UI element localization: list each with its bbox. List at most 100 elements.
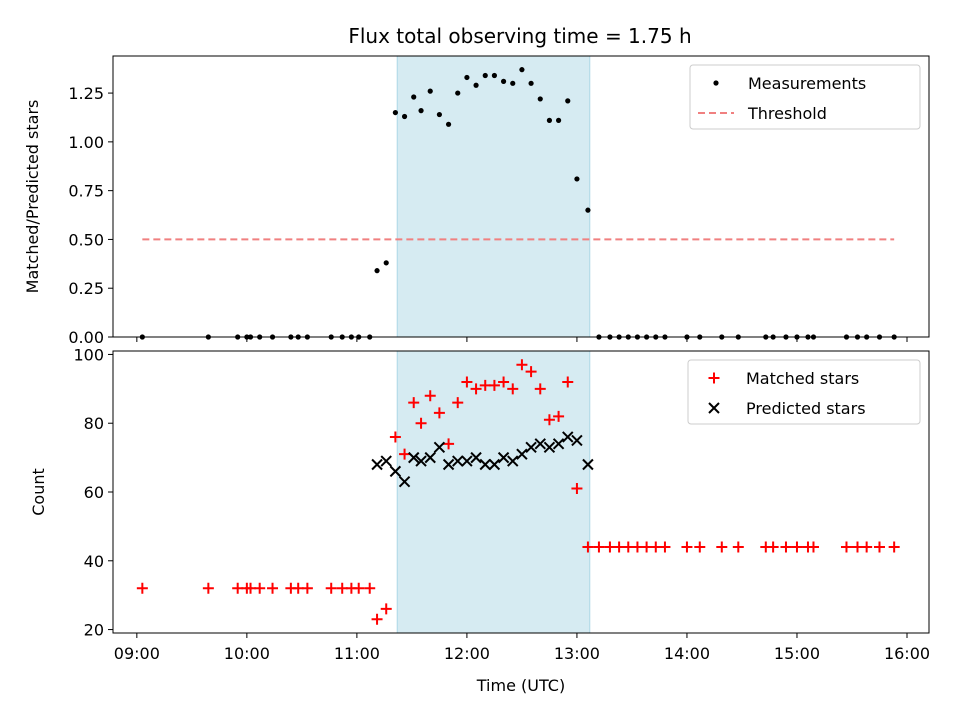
top-ytick-label: 0.25 — [68, 279, 104, 298]
matched-point — [399, 448, 411, 460]
predicted-point — [571, 434, 583, 447]
measurement-point — [427, 88, 433, 94]
matched-point — [553, 410, 565, 422]
legend-matched-marker — [708, 372, 720, 384]
matched-point — [301, 582, 313, 594]
matched-point — [452, 397, 464, 409]
legend-predicted-marker — [708, 402, 720, 414]
matched-point — [498, 376, 510, 388]
measurement-point — [528, 80, 534, 86]
chart-title: Flux total observing time = 1.75 h — [348, 24, 691, 48]
matched-point — [415, 417, 427, 429]
matched-point — [641, 541, 653, 553]
xtick-label: 12:00 — [444, 644, 490, 663]
predicted-point — [398, 475, 411, 488]
bottom-plot: 20 40 60 80 100 09:00 10:00 11:00 12:00 13:00 14:0… — [29, 345, 930, 695]
top-shaded-span — [396, 55, 591, 338]
top-ytick-label: 0.75 — [68, 182, 104, 201]
legend-measurement-marker — [713, 80, 719, 86]
predicted-point — [479, 458, 491, 471]
predicted-point — [497, 451, 510, 464]
matched-point — [353, 582, 365, 594]
predicted-point — [562, 431, 574, 443]
measurement-point — [401, 113, 408, 120]
matched-point — [433, 407, 445, 419]
bottom-legend-label: Matched stars — [746, 369, 859, 388]
matched-point — [534, 383, 546, 395]
predicted-point — [461, 455, 473, 467]
xtick-label: 15:00 — [774, 644, 820, 663]
matched-point — [571, 483, 583, 495]
measurement-point — [436, 111, 442, 118]
top-legend: Measurements Threshold — [689, 64, 921, 130]
matched-point — [851, 541, 863, 553]
bottom-legend-box — [687, 359, 921, 425]
measurement-point — [383, 260, 389, 266]
xtick-label: 16:00 — [884, 644, 930, 663]
matched-point — [424, 390, 436, 402]
matched-point — [516, 359, 528, 371]
matched-point — [622, 541, 634, 553]
matched-point — [593, 541, 605, 553]
predicted-point — [516, 448, 528, 460]
predicted-point — [389, 465, 402, 478]
top-ytick-label: 1.00 — [68, 133, 104, 152]
predicted-point — [452, 455, 464, 467]
measurement-point — [500, 78, 507, 84]
measurement-point — [574, 176, 580, 182]
measurement-point — [455, 90, 461, 96]
xtick-label: 09:00 — [114, 644, 160, 663]
matched-point — [840, 541, 852, 553]
xtick-label: 13:00 — [554, 644, 600, 663]
xtick-label: 11:00 — [334, 644, 380, 663]
top-plot: 0.00 0.25 0.50 0.75 1.00 1.25 Matched/Predicte… — [23, 55, 930, 347]
measurement-point — [546, 117, 553, 123]
matched-point — [232, 582, 244, 594]
matched-point — [613, 541, 625, 553]
matched-point — [681, 541, 693, 553]
predicted-point — [543, 441, 556, 454]
measurement-point — [473, 82, 479, 88]
matched-point — [202, 582, 214, 594]
matched-point — [659, 541, 671, 553]
top-ylabel: Matched/Predicted stars — [23, 100, 42, 294]
matched-point — [488, 379, 500, 391]
measurement-point — [411, 94, 417, 100]
measurement-point — [418, 108, 424, 114]
top-legend-label: Threshold — [747, 104, 827, 123]
measurement-point — [464, 74, 470, 81]
bottom-ytick-label: 20 — [84, 621, 104, 640]
measurement-point — [510, 80, 516, 86]
predicted-point — [470, 451, 482, 464]
measurement-point — [537, 96, 543, 102]
matched-point — [267, 582, 279, 594]
xtick-label: 14:00 — [664, 644, 710, 663]
bottom-legend-label: Predicted stars — [746, 399, 866, 418]
top-legend-box — [689, 64, 921, 130]
measurement-point — [585, 207, 591, 213]
matched-point — [732, 541, 744, 553]
matched-point — [371, 613, 383, 625]
predicted-point — [525, 441, 537, 454]
matched-point — [861, 541, 873, 553]
measurement-point — [565, 98, 571, 104]
xlabel: Time (UTC) — [476, 676, 565, 695]
matched-point — [254, 582, 266, 594]
matched-point — [694, 541, 706, 553]
top-axes-frame — [112, 55, 930, 338]
matched-point — [461, 376, 473, 388]
matched-point — [716, 541, 728, 553]
measurement-point — [555, 117, 562, 123]
matched-point — [604, 541, 616, 553]
predicted-point — [380, 455, 392, 467]
matched-point — [791, 541, 803, 553]
matched-point — [336, 582, 348, 594]
matched-point — [507, 383, 519, 395]
predicted-point — [582, 458, 594, 471]
matched-point — [292, 582, 304, 594]
matched-point — [873, 541, 885, 553]
matched-point — [650, 541, 662, 553]
measurement-point — [392, 109, 398, 116]
predicted-point — [507, 455, 519, 467]
matched-point — [479, 379, 491, 391]
